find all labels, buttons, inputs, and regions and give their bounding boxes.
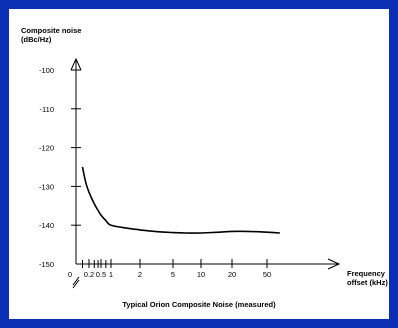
noise-series-line (81, 166, 280, 234)
x-tick-label: 2 (138, 270, 142, 279)
x-tick-label: 10 (197, 270, 205, 279)
x-ticks-group: 0 0.2 0.5 1 2 5 10 20 50 (68, 259, 271, 279)
y-tick-label: -130 (39, 182, 54, 191)
x-tick-label: 0.2 (84, 270, 94, 279)
y-tick-label: -140 (39, 221, 54, 230)
x-axis-arrow (327, 258, 341, 270)
x-tick-label: 0.5 (96, 270, 106, 279)
x-tick-label: 20 (228, 270, 236, 279)
x-axis-label-line1: Frequency (347, 269, 386, 278)
y-tick-label: -150 (39, 260, 54, 269)
axis-break-mark-1 (72, 276, 80, 286)
x-tick-label: 50 (263, 270, 271, 279)
y-ticks-group: -100 -110 -120 -130 -140 -150 (39, 66, 81, 269)
y-tick-label: -110 (40, 105, 54, 114)
x-tick-label: 5 (171, 270, 175, 279)
y-axis-arrow (70, 57, 82, 71)
noise-chart: Composite noise (dBc/Hz) -100 -110 -120 -13… (21, 26, 388, 309)
y-axis-label-line1: Composite noise (21, 26, 81, 35)
chart-title: Typical Orion Composite Noise (measured) (122, 300, 276, 309)
x-minor-ticks-group (82, 260, 107, 268)
y-tick-label: -100 (39, 66, 54, 75)
y-tick-label: -120 (39, 144, 54, 153)
y-axis-label-line2: (dBc/Hz) (21, 35, 52, 44)
x-tick-label: 0 (68, 270, 72, 279)
x-axis-label-line2: offset (kHz) (347, 278, 388, 287)
axis-break-mark-2 (72, 279, 80, 289)
x-tick-label: 1 (109, 270, 113, 279)
chart-panel: Composite noise (dBc/Hz) -100 -110 -120 -13… (9, 9, 389, 319)
